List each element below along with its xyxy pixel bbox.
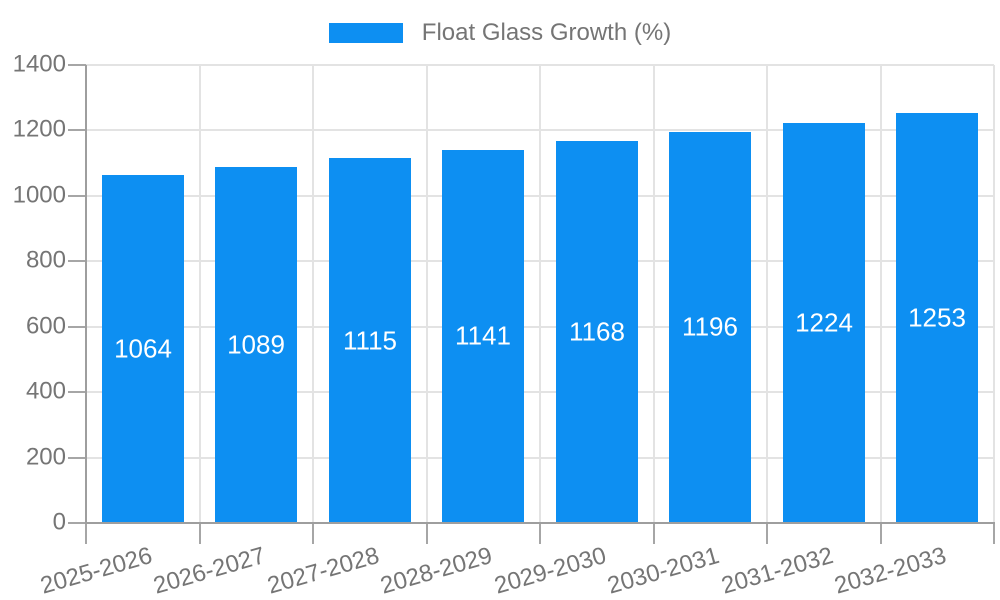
x-axis-tick bbox=[199, 524, 201, 544]
bar-value-label: 1089 bbox=[227, 329, 285, 360]
grid-line-vertical bbox=[880, 65, 882, 523]
legend-series-label: Float Glass Growth (%) bbox=[421, 19, 672, 46]
y-axis-tick-label: 800 bbox=[25, 246, 66, 274]
bar bbox=[783, 123, 865, 523]
y-axis-tick-label: 1000 bbox=[12, 181, 66, 209]
y-axis-tick-label: 200 bbox=[25, 443, 66, 471]
bar bbox=[556, 141, 638, 523]
legend-color-swatch bbox=[328, 23, 403, 43]
bar bbox=[669, 132, 751, 523]
x-axis-line bbox=[85, 522, 995, 524]
bar-value-label: 1196 bbox=[682, 311, 738, 342]
x-axis-tick-label: 2026-2027 bbox=[150, 542, 269, 600]
bar-value-label: 1064 bbox=[114, 333, 172, 364]
bar bbox=[329, 158, 411, 523]
y-axis-tick bbox=[68, 195, 86, 197]
grid-line-vertical bbox=[993, 65, 995, 523]
bar bbox=[215, 167, 297, 523]
bar bbox=[102, 175, 184, 523]
bar-value-label: 1168 bbox=[569, 316, 625, 347]
y-axis-tick-label: 1400 bbox=[12, 50, 66, 78]
y-axis-tick bbox=[68, 522, 86, 524]
bar-value-label: 1115 bbox=[343, 325, 397, 356]
x-axis-tick bbox=[766, 524, 768, 544]
x-axis-tick bbox=[993, 524, 995, 544]
y-axis-tick bbox=[68, 129, 86, 131]
x-axis-tick bbox=[539, 524, 541, 544]
y-axis-tick bbox=[68, 457, 86, 459]
x-axis-tick-label: 2032-2033 bbox=[831, 542, 950, 600]
y-axis-tick-label: 0 bbox=[52, 508, 66, 536]
chart-legend: Float Glass Growth (%) bbox=[0, 19, 1000, 47]
x-axis-tick bbox=[426, 524, 428, 544]
bar-value-label: 1141 bbox=[455, 320, 511, 351]
y-axis-tick bbox=[68, 64, 86, 66]
y-axis-tick bbox=[68, 260, 86, 262]
grid-line-vertical bbox=[539, 65, 541, 523]
x-axis-tick-label: 2030-2031 bbox=[604, 542, 723, 600]
x-axis-tick-label: 2029-2030 bbox=[491, 542, 610, 600]
x-axis-tick-label: 2025-2026 bbox=[37, 542, 156, 600]
y-axis-tick-label: 1200 bbox=[12, 115, 66, 143]
y-axis-line bbox=[85, 65, 87, 523]
grid-line-vertical bbox=[199, 65, 201, 523]
x-axis-tick-label: 2028-2029 bbox=[377, 542, 496, 600]
y-axis-tick-label: 600 bbox=[25, 312, 66, 340]
x-axis-tick-label: 2031-2032 bbox=[718, 542, 837, 600]
x-axis-tick-label: 2027-2028 bbox=[264, 542, 383, 600]
grid-line-vertical bbox=[312, 65, 314, 523]
x-axis-tick bbox=[85, 524, 87, 544]
grid-line-vertical bbox=[653, 65, 655, 523]
x-axis-tick bbox=[653, 524, 655, 544]
y-axis-tick bbox=[68, 326, 86, 328]
bar bbox=[896, 113, 978, 523]
x-axis-tick bbox=[880, 524, 882, 544]
bar bbox=[442, 150, 524, 523]
bar-value-label: 1224 bbox=[795, 307, 853, 338]
grid-line-vertical bbox=[766, 65, 768, 523]
y-axis-tick-label: 400 bbox=[25, 377, 66, 405]
y-axis-tick bbox=[68, 391, 86, 393]
grid-line-vertical bbox=[426, 65, 428, 523]
bar-value-label: 1253 bbox=[908, 302, 966, 333]
x-axis-tick bbox=[312, 524, 314, 544]
